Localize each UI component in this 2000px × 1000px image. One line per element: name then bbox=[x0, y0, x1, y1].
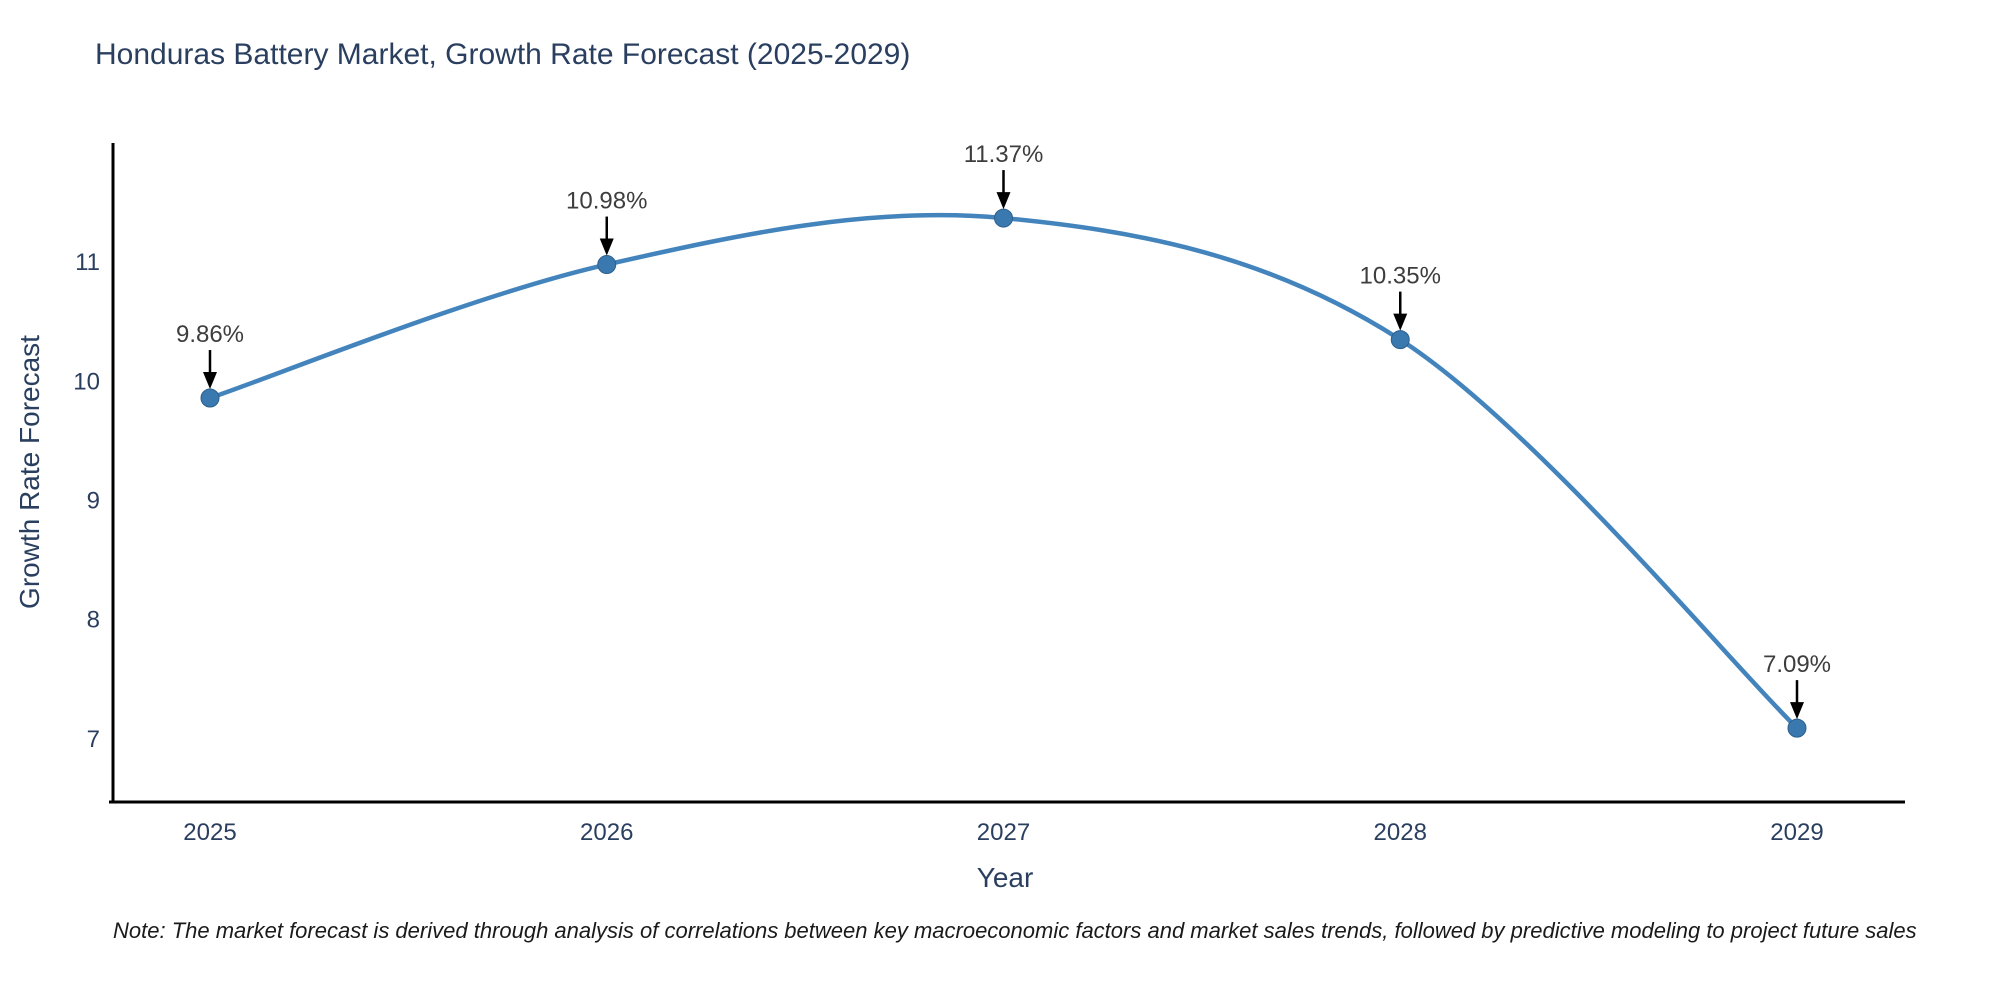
x-tick-label: 2026 bbox=[580, 819, 633, 846]
data-point-marker bbox=[994, 208, 1013, 228]
series-line bbox=[207, 212, 1800, 731]
x-tick-label: 2028 bbox=[1374, 819, 1427, 846]
y-tick-label: 8 bbox=[87, 607, 100, 634]
annotation-label: 10.98% bbox=[566, 188, 647, 215]
x-tick-label: 2027 bbox=[977, 819, 1030, 846]
x-tick-label: 2025 bbox=[183, 819, 236, 846]
annotation-arrowhead bbox=[599, 238, 614, 256]
data-point-marker bbox=[1787, 718, 1807, 738]
y-axis-title: Growth Rate Forecast bbox=[14, 335, 45, 609]
y-tick-label: 9 bbox=[87, 488, 100, 515]
x-axis-title: Year bbox=[976, 862, 1034, 893]
data-point-marker bbox=[200, 388, 220, 408]
annotation-arrowhead bbox=[1393, 313, 1408, 331]
annotation-label: 9.86% bbox=[176, 321, 244, 348]
x-tick-label: 2029 bbox=[1770, 819, 1823, 846]
y-tick-label: 7 bbox=[87, 726, 100, 753]
y-tick-label: 11 bbox=[75, 249, 100, 276]
chart-title: Honduras Battery Market, Growth Rate For… bbox=[95, 38, 911, 71]
data-point-marker bbox=[597, 255, 617, 275]
annotation-label: 11.37% bbox=[964, 141, 1044, 168]
y-tick-label: 10 bbox=[73, 368, 100, 395]
footnote: Note: The market forecast is derived thr… bbox=[113, 918, 1917, 943]
annotation-label: 10.35% bbox=[1360, 263, 1441, 290]
annotation-arrowhead bbox=[996, 192, 1011, 210]
data-point-marker bbox=[1390, 330, 1410, 350]
annotation-arrowhead bbox=[203, 372, 217, 390]
annotation-label: 7.09% bbox=[1763, 651, 1831, 678]
annotation-arrowhead bbox=[1790, 702, 1804, 720]
